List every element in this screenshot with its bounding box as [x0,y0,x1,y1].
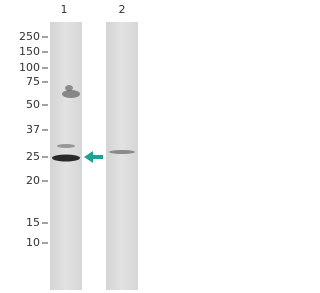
marker-label: 37 [26,123,40,136]
marker-label: 10 [26,236,40,249]
band [62,90,80,98]
marker-label: 250 [19,30,40,43]
marker-label: 150 [19,45,40,58]
band [52,154,80,162]
marker-label: 25 [26,150,40,163]
marker-label: 20 [26,174,40,187]
lane-label: 1 [61,3,68,16]
marker-label: 50 [26,98,40,111]
arrow [84,151,103,163]
marker-label: 100 [19,61,40,74]
marker-label: 15 [26,216,40,229]
marker-label: 75 [26,75,40,88]
band [109,150,135,154]
band [65,85,73,91]
band [57,144,75,148]
lane-2 [106,22,138,290]
lane-label: 2 [119,3,126,16]
